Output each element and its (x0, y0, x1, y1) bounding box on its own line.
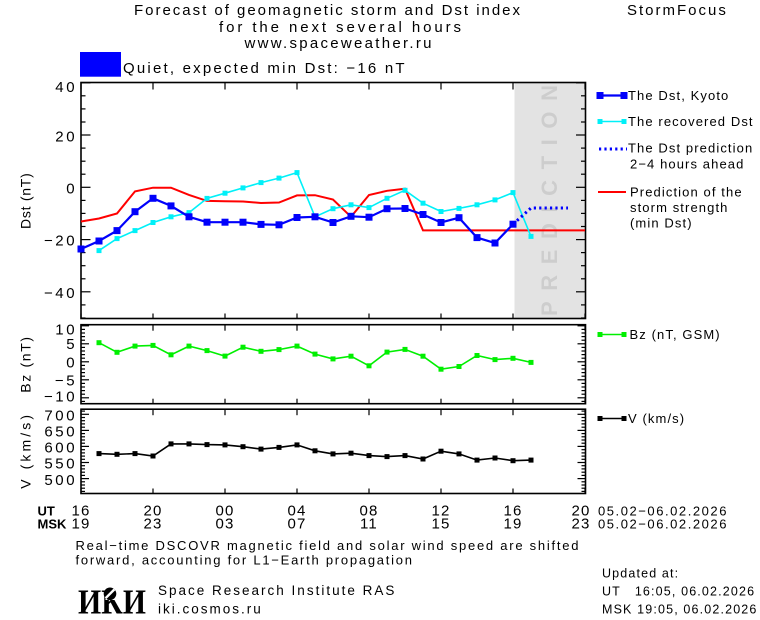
svg-text:PREDICTION: PREDICTION (537, 77, 562, 316)
svg-text:www.spaceweather.ru: www.spaceweather.ru (244, 35, 434, 52)
svg-text:20: 20 (55, 128, 77, 145)
svg-text:MSK: MSK (38, 517, 68, 532)
svg-text:UT 16:05, 06.02.2026: UT 16:05, 06.02.2026 (602, 585, 755, 599)
svg-text:−40: −40 (44, 285, 77, 302)
svg-text:23: 23 (143, 516, 162, 533)
svg-text:iki.cosmos.ru: iki.cosmos.ru (158, 602, 263, 617)
svg-text:−20: −20 (44, 233, 77, 250)
svg-text:StormFocus: StormFocus (627, 2, 728, 19)
svg-text:16: 16 (71, 502, 90, 519)
svg-text:The Dst prediction: The Dst prediction (628, 141, 753, 156)
svg-text:19: 19 (71, 516, 90, 533)
svg-text:05.02−06.02.2026: 05.02−06.02.2026 (598, 517, 728, 532)
svg-text:04: 04 (287, 502, 306, 519)
svg-text:20: 20 (143, 502, 162, 519)
svg-text:Bz (nT): Bz (nT) (18, 336, 34, 393)
svg-text:Real−time DSCOVR magnetic fiel: Real−time DSCOVR magnetic field and sola… (76, 538, 581, 553)
svg-text:19: 19 (503, 516, 522, 533)
svg-text:UT: UT (38, 503, 55, 518)
svg-text:600: 600 (44, 440, 77, 457)
svg-text:forward, accounting for L1−Ear: forward, accounting for L1−Earth propaga… (76, 553, 414, 568)
svg-text:0: 0 (66, 355, 77, 372)
svg-text:08: 08 (359, 502, 378, 519)
svg-text:(min Dst): (min Dst) (630, 216, 693, 231)
svg-text:V (km/s): V (km/s) (628, 411, 685, 426)
svg-text:Forecast of geomagnetic storm: Forecast of geomagnetic storm and Dst in… (134, 2, 522, 19)
svg-text:07: 07 (287, 516, 306, 533)
svg-text:05.02−06.02.2026: 05.02−06.02.2026 (598, 503, 728, 518)
svg-text:23: 23 (571, 516, 590, 533)
svg-text:2−4 hours ahead: 2−4 hours ahead (630, 157, 744, 172)
svg-text:−10: −10 (44, 389, 77, 406)
svg-text:−5: −5 (55, 372, 77, 389)
svg-text:10: 10 (55, 322, 77, 339)
svg-text:Bz (nT, GSM): Bz (nT, GSM) (630, 327, 721, 342)
svg-text:5: 5 (66, 336, 77, 353)
svg-text:40: 40 (55, 79, 77, 96)
svg-text:0: 0 (66, 181, 77, 198)
svg-text:The recovered Dst: The recovered Dst (628, 114, 754, 129)
svg-text:Prediction of the: Prediction of the (630, 185, 743, 200)
svg-text:storm strength: storm strength (630, 200, 728, 215)
svg-text:15: 15 (431, 516, 450, 533)
svg-text:550: 550 (44, 456, 77, 473)
svg-text:Dst (nT): Dst (nT) (18, 172, 34, 229)
svg-text:16: 16 (503, 502, 522, 519)
svg-text:03: 03 (215, 516, 234, 533)
svg-text:12: 12 (431, 502, 450, 519)
svg-text:20: 20 (571, 502, 590, 519)
svg-text:MSK 19:05, 06.02.2026: MSK 19:05, 06.02.2026 (602, 603, 758, 617)
svg-text:700: 700 (44, 408, 77, 425)
svg-text:500: 500 (44, 472, 77, 489)
svg-text:Updated at:: Updated at: (602, 567, 679, 581)
svg-text:Space Research Institute RAS: Space Research Institute RAS (158, 583, 396, 598)
svg-text:V (km/s): V (km/s) (18, 414, 34, 489)
svg-text:11: 11 (360, 516, 378, 533)
svg-text:The Dst, Kyoto: The Dst, Kyoto (628, 88, 729, 103)
svg-text:Quiet, expected min Dst: −16 n: Quiet, expected min Dst: −16 nT (123, 60, 407, 77)
svg-text:for the next several hours: for the next several hours (219, 19, 463, 36)
svg-text:00: 00 (215, 502, 234, 519)
svg-text:650: 650 (44, 424, 77, 441)
